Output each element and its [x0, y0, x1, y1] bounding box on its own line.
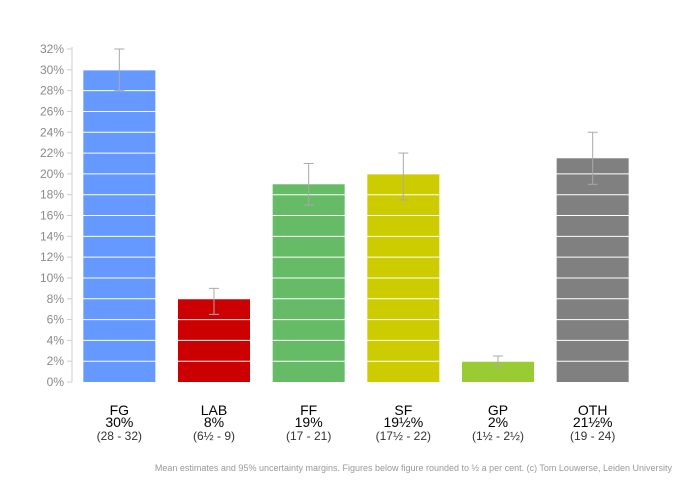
bar-fg — [83, 69, 156, 382]
party-label: FF — [300, 402, 317, 418]
value-label: 21½% — [573, 414, 613, 430]
y-tick-label: 2% — [47, 354, 65, 368]
range-label: (17 - 21) — [286, 429, 331, 443]
party-label: FG — [110, 402, 129, 418]
range-label: (28 - 32) — [97, 429, 142, 443]
error-bars — [114, 48, 598, 367]
value-label: 19½% — [383, 414, 423, 430]
party-label: LAB — [201, 402, 227, 418]
y-tick-label: 20% — [40, 167, 64, 181]
party-label: OTH — [578, 402, 608, 418]
y-tick-label: 0% — [47, 375, 65, 389]
party-label: SF — [394, 402, 412, 418]
bar-gp — [462, 361, 534, 382]
range-label: (19 - 24) — [570, 429, 615, 443]
bars — [83, 69, 629, 382]
bar-oth — [556, 158, 629, 382]
grid-overlay — [73, 48, 640, 362]
range-label: (6½ - 9) — [193, 429, 235, 443]
y-tick-label: 16% — [40, 209, 64, 223]
range-label: (17½ - 22) — [376, 429, 431, 443]
footnote: Mean estimates and 95% uncertainty margi… — [154, 463, 672, 473]
value-label: 2% — [488, 414, 508, 430]
value-label: 30% — [105, 414, 133, 430]
y-tick-label: 30% — [40, 63, 64, 77]
y-tick-label: 28% — [40, 84, 64, 98]
y-tick-label: 10% — [40, 271, 64, 285]
y-tick-label: 26% — [40, 104, 64, 118]
y-axis: 0% 2% 4% 6% 8% 10% 12% 14% 16% 18% 20% 22% 24% 26% 28%… — [40, 42, 73, 389]
party-label: GP — [488, 402, 508, 418]
y-tick-label: 4% — [47, 333, 65, 347]
value-label: 8% — [204, 414, 224, 430]
y-tick-label: 8% — [47, 292, 65, 306]
range-label: (1½ - 2½) — [472, 429, 524, 443]
y-tick-label: 14% — [40, 229, 64, 243]
value-label: 19% — [295, 414, 323, 430]
bar-ff — [272, 184, 345, 382]
y-tick-label: 32% — [40, 42, 64, 56]
y-tick-label: 6% — [47, 313, 65, 327]
y-tick-label: 18% — [40, 188, 64, 202]
y-tick-label: 12% — [40, 250, 64, 264]
y-tick-label: 24% — [40, 125, 64, 139]
y-tick-label: 22% — [40, 146, 64, 160]
